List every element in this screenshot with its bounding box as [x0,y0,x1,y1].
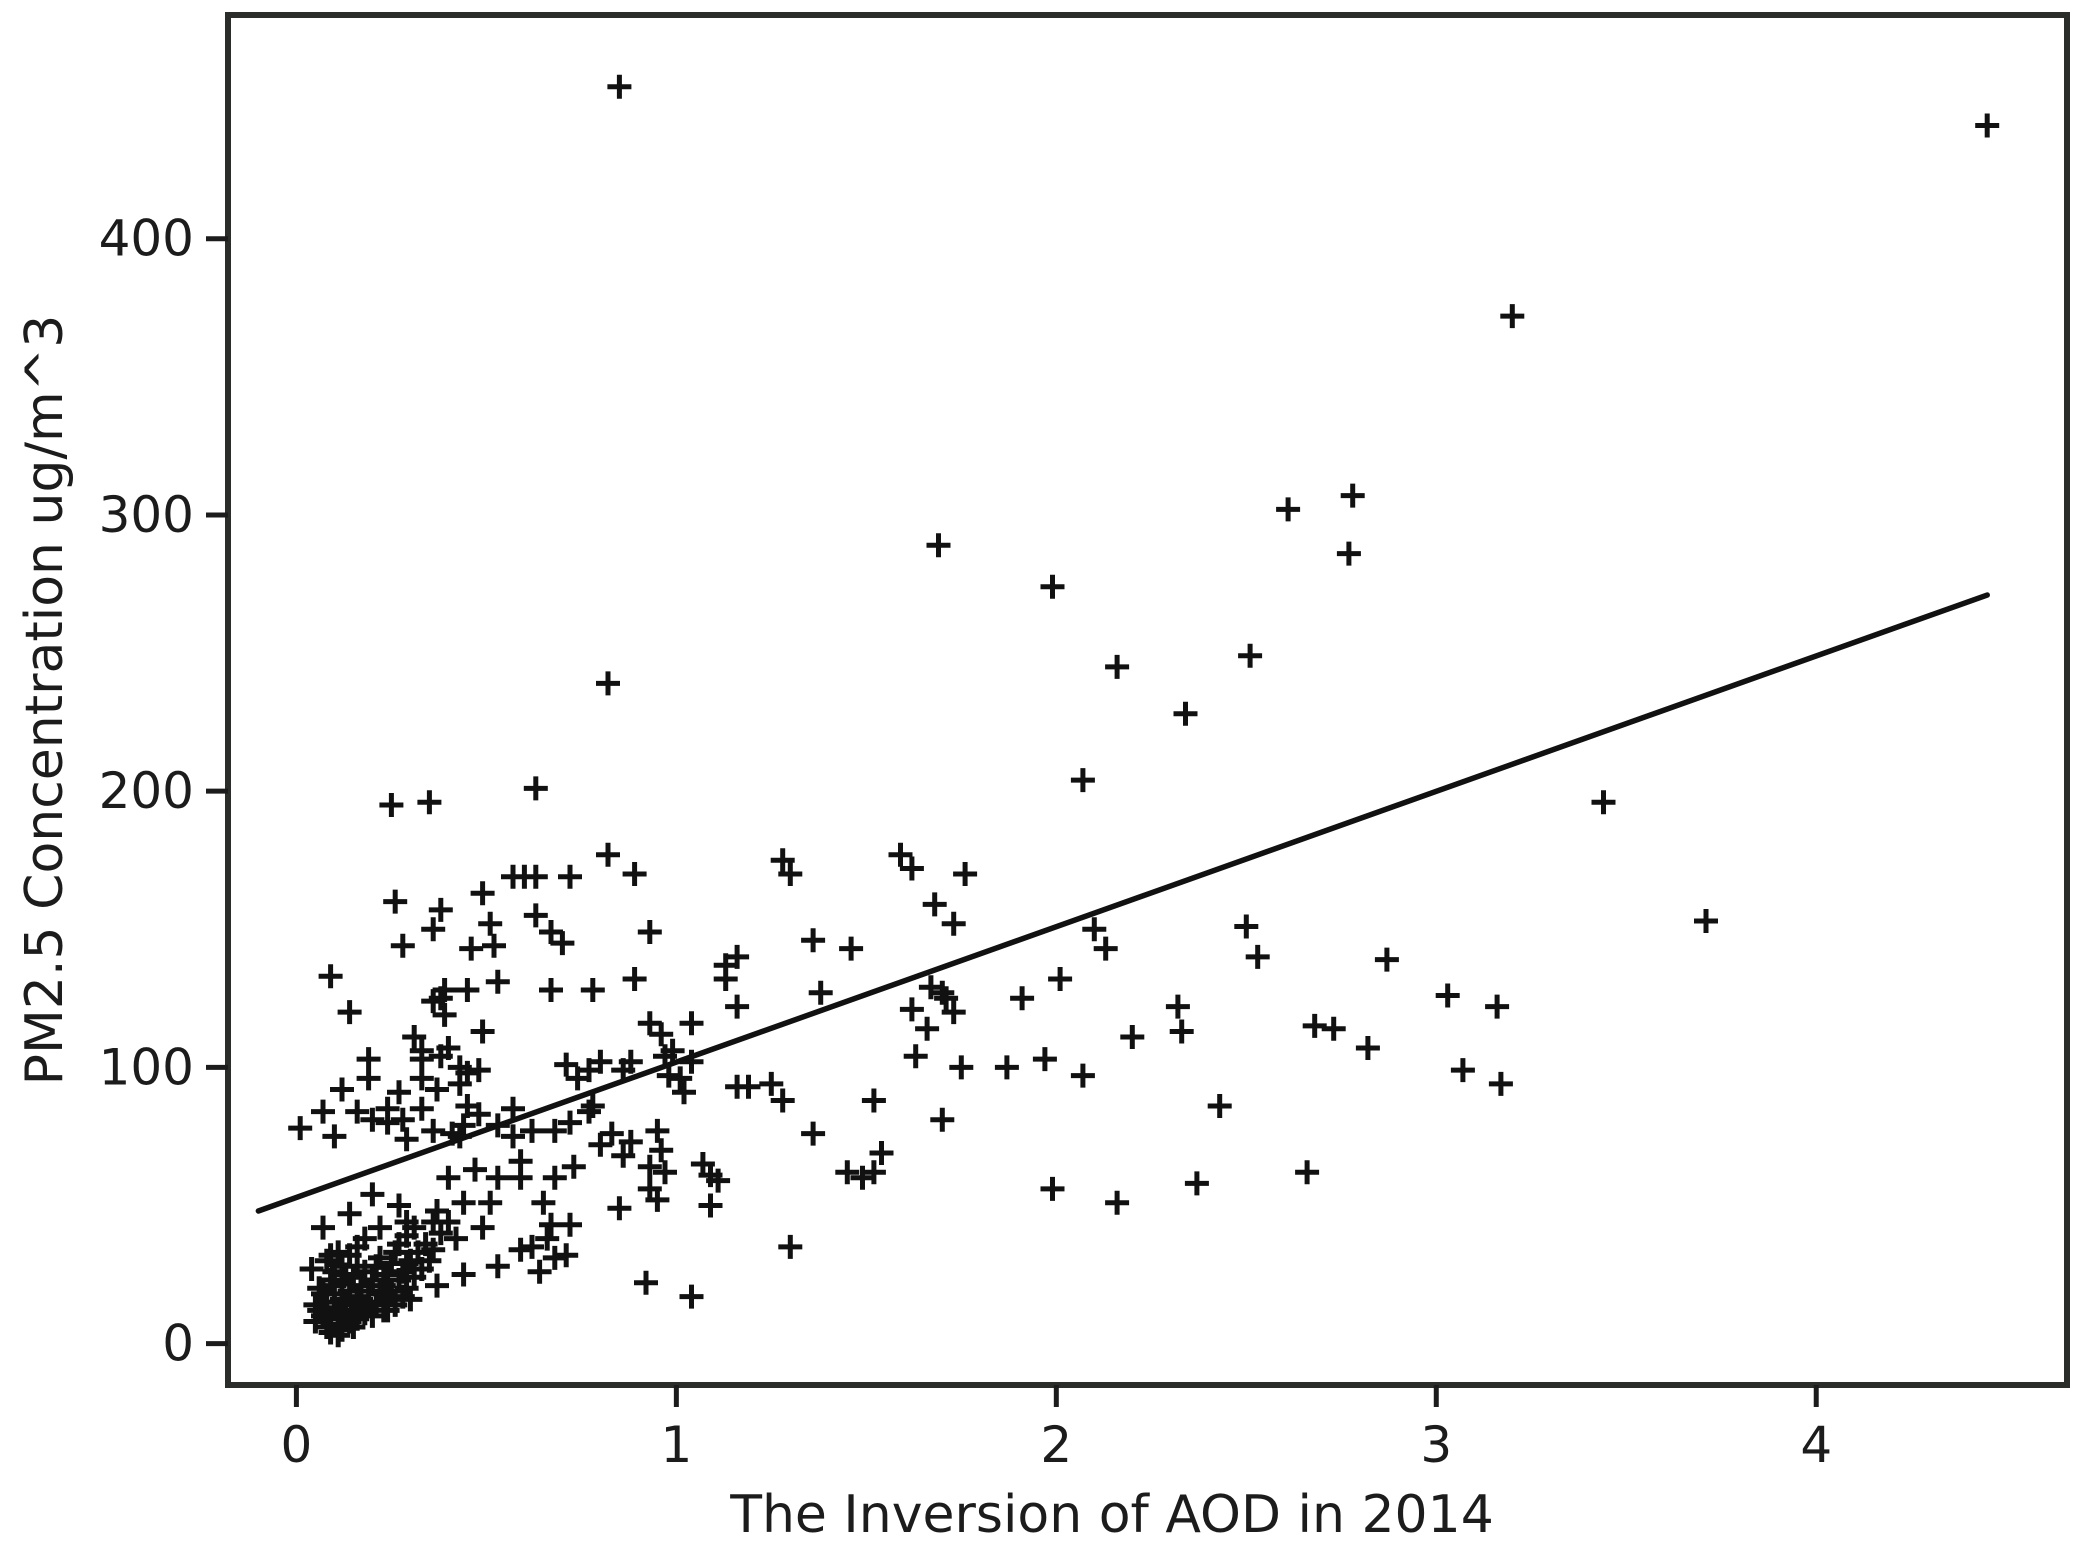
y-tick-label: 0 [162,1315,194,1373]
y-tick-label: 300 [99,486,194,544]
x-axis-ticks: 0 1 2 3 4 [280,1385,1832,1474]
x-tick-label: 4 [1800,1416,1832,1474]
x-tick-label: 3 [1420,1416,1452,1474]
plot-frame [225,12,2070,1388]
trend-line [255,592,1990,1214]
data-points [288,74,2000,1348]
x-tick-label: 1 [660,1416,692,1474]
y-axis-label: PM2.5 Concentration ug/m^3 [15,315,75,1086]
x-tick-label: 0 [280,1416,312,1474]
x-axis-label: The Inversion of AOD in 2014 [729,1485,1494,1545]
y-axis-ticks: 0 100 200 300 400 [99,210,228,1373]
x-tick-label: 2 [1040,1416,1072,1474]
y-tick-label: 400 [99,210,194,268]
y-tick-label: 200 [99,762,194,820]
y-tick-label: 100 [99,1038,194,1096]
